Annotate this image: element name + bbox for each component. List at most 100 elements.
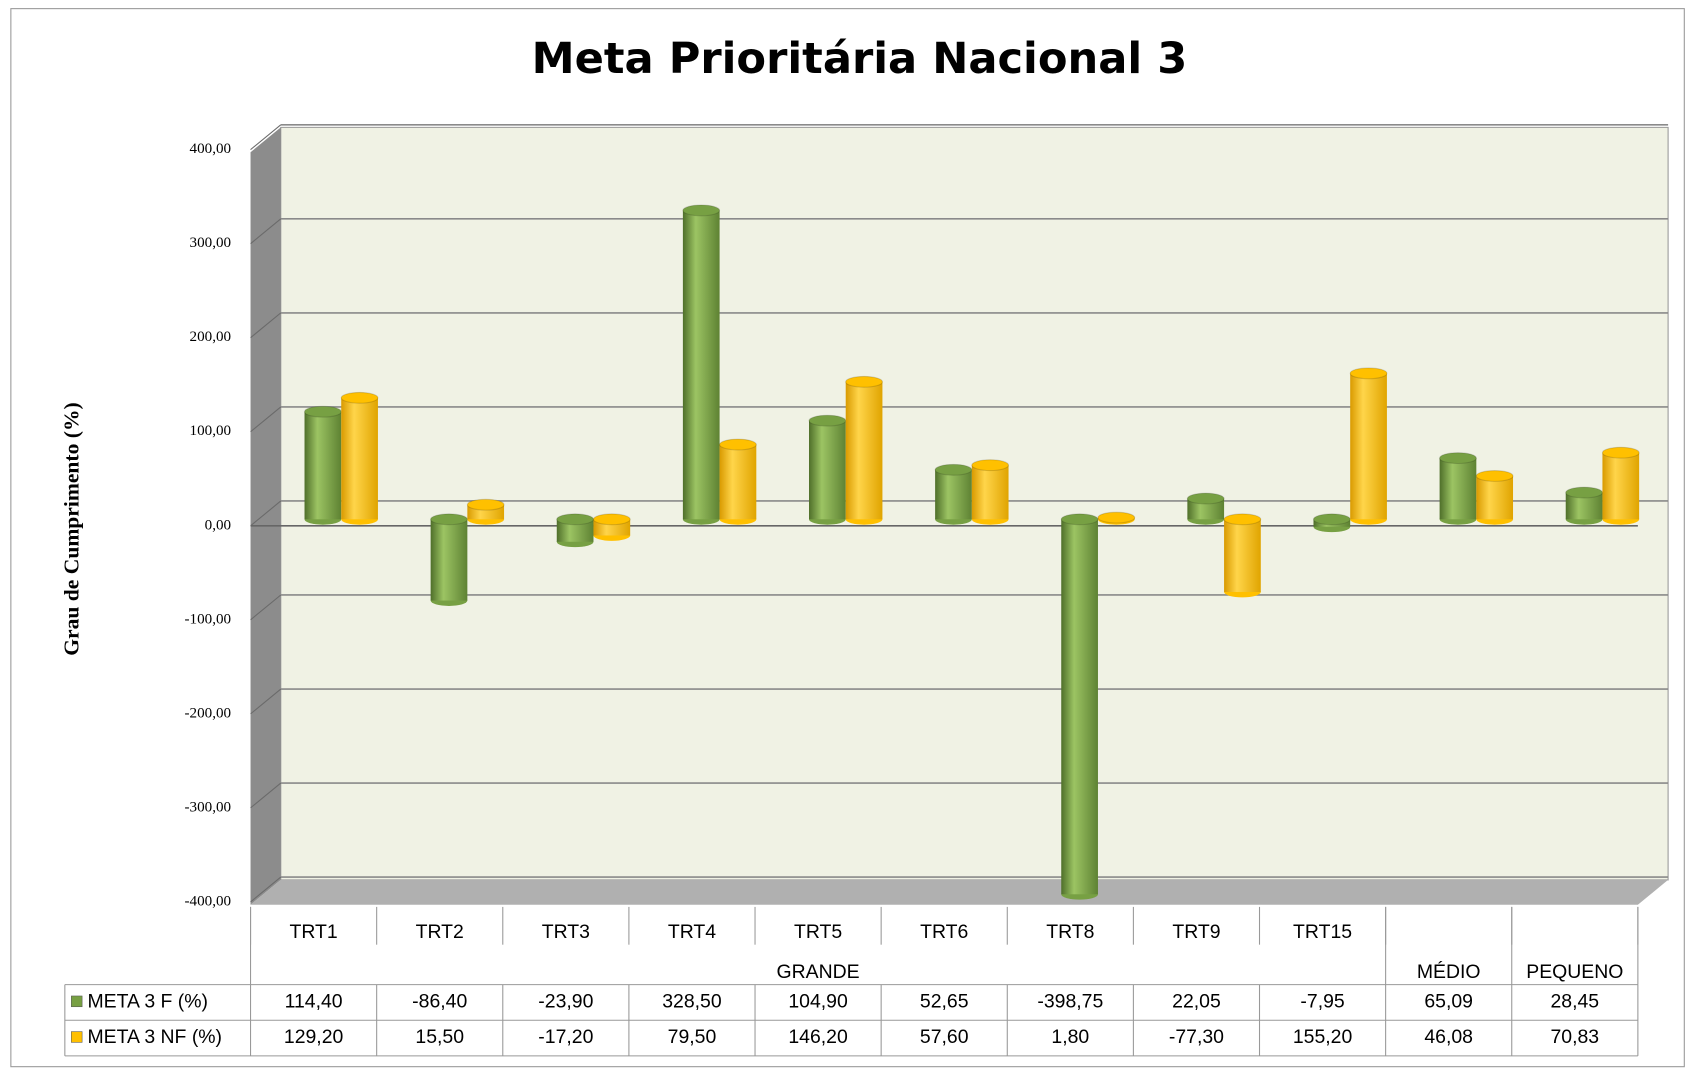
data-label: 28,45 (1551, 991, 1600, 1013)
grid-line-side (250, 406, 282, 433)
bar (304, 411, 342, 520)
y-tick-label: 300,00 (190, 235, 232, 251)
bar-cap (719, 438, 757, 451)
x-tick-label: TRT2 (416, 921, 464, 943)
group-label: MÉDIO (1417, 960, 1481, 983)
data-label: 79,50 (668, 1026, 717, 1048)
data-label: 1,80 (1051, 1026, 1089, 1048)
bar (719, 444, 757, 520)
data-label: 57,60 (920, 1026, 969, 1048)
chart-title: Meta Prioritária Nacional 3 (532, 34, 1188, 84)
x-tick-label: TRT8 (1046, 921, 1094, 943)
bar (341, 397, 378, 520)
bar-cap (845, 375, 883, 388)
grid-line-side (250, 218, 282, 245)
chart-border (10, 8, 1685, 1068)
bar (845, 381, 883, 520)
bar (1224, 519, 1261, 592)
data-label: 52,65 (920, 991, 969, 1013)
bar-cap (303, 405, 342, 418)
bar (1602, 452, 1640, 520)
data-label: -7,95 (1300, 991, 1344, 1013)
bar (1439, 458, 1477, 520)
bar (1350, 373, 1387, 520)
data-label: -77,30 (1169, 1026, 1224, 1048)
bar (430, 519, 468, 601)
bar-cap (592, 513, 631, 526)
bar-cap (1349, 367, 1388, 380)
bar-cap (1565, 486, 1603, 499)
bar-cap (682, 204, 721, 217)
bar (1187, 498, 1225, 520)
grid-line-side (250, 312, 282, 339)
data-label: 15,50 (415, 1026, 464, 1048)
bar-cap (1475, 470, 1514, 482)
data-label: 114,40 (285, 991, 343, 1013)
bar-cap (556, 513, 595, 526)
y-tick-label: -300,00 (185, 799, 232, 815)
data-label: 328,50 (662, 991, 722, 1013)
y-tick-label: -200,00 (185, 705, 232, 721)
data-label: -17,20 (538, 1026, 593, 1048)
grid-line-side (250, 500, 282, 527)
bar (1476, 475, 1514, 520)
bar (935, 469, 972, 520)
bar (971, 465, 1009, 520)
data-label: -86,40 (412, 991, 467, 1013)
bar-cap (1060, 513, 1099, 526)
bar-cap (808, 414, 847, 427)
y-tick-label: -400,00 (185, 893, 232, 909)
bar-cap (1097, 511, 1136, 524)
bar (556, 519, 594, 542)
legend-label: META 3 F (%) (88, 991, 209, 1013)
bar-cap (971, 459, 1010, 472)
data-label: -398,75 (1037, 991, 1103, 1013)
x-tick-label: TRT15 (1293, 921, 1352, 943)
legend-swatch (71, 995, 83, 1008)
data-label: 146,20 (788, 1026, 848, 1048)
floor (250, 879, 1669, 905)
bar (809, 420, 846, 520)
y-tick-label: 400,00 (190, 141, 232, 157)
x-tick-label: TRT9 (1172, 921, 1220, 943)
bar-cap (430, 513, 468, 526)
bar-cap (466, 498, 505, 511)
legend-swatch (71, 1031, 83, 1043)
data-label: 65,09 (1424, 991, 1473, 1013)
bar-cap (934, 463, 973, 476)
bar-cap (1312, 513, 1351, 526)
data-label: 70,83 (1551, 1026, 1600, 1048)
data-label: 22,05 (1172, 991, 1221, 1013)
grid-line-side (250, 124, 282, 151)
grid-line-side (250, 594, 282, 621)
y-tick-label: 100,00 (190, 423, 232, 439)
y-tick-label: 0,00 (205, 517, 231, 533)
data-label: -23,90 (538, 991, 593, 1013)
side-wall (250, 127, 281, 905)
bar-cap (1186, 492, 1225, 505)
bar (1061, 519, 1098, 895)
x-tick-label: TRT3 (542, 921, 590, 943)
x-tick-label: TRT5 (794, 921, 842, 943)
y-tick-label: 200,00 (190, 329, 232, 345)
data-label: 155,20 (1293, 1026, 1353, 1048)
x-tick-label: TRT1 (289, 921, 337, 943)
x-tick-label: TRT4 (668, 921, 716, 943)
bar-cap (340, 391, 379, 404)
data-label: 129,20 (284, 1026, 344, 1048)
legend-label: META 3 NF (%) (88, 1026, 223, 1048)
group-label: PEQUENO (1526, 961, 1623, 983)
bar-cap (1223, 513, 1262, 526)
y-tick-label: -100,00 (185, 611, 232, 627)
data-label: 46,08 (1424, 1026, 1473, 1048)
grid-line-side (250, 688, 282, 715)
grid-line-side (250, 876, 282, 903)
bar (682, 210, 720, 520)
bar-cap (1601, 446, 1640, 459)
bar-cap (1439, 452, 1477, 465)
x-tick-label: TRT6 (920, 921, 968, 943)
data-label: 104,90 (788, 991, 848, 1013)
grid-line-side (250, 782, 282, 809)
